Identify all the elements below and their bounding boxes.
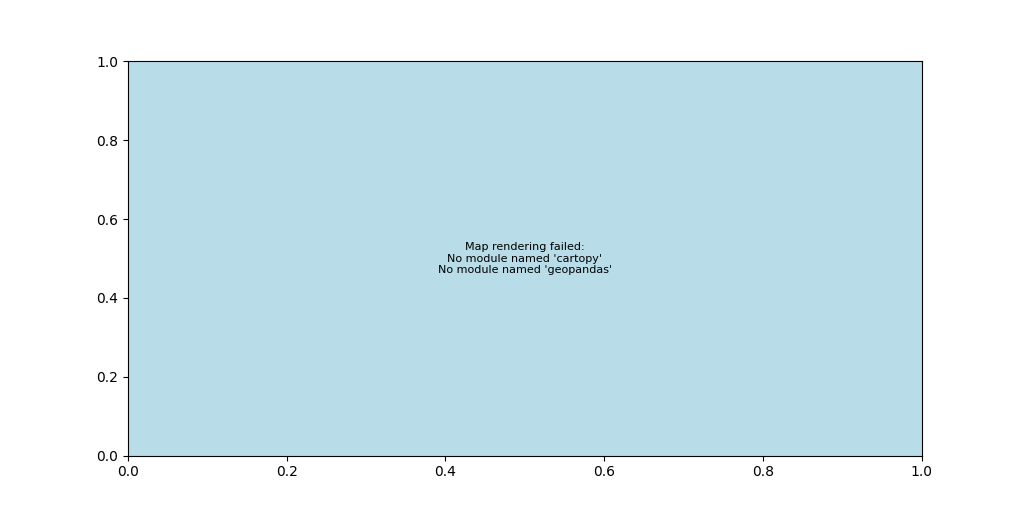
Text: Map rendering failed:
No module named 'cartopy'
No module named 'geopandas': Map rendering failed: No module named 'c… bbox=[437, 242, 612, 275]
